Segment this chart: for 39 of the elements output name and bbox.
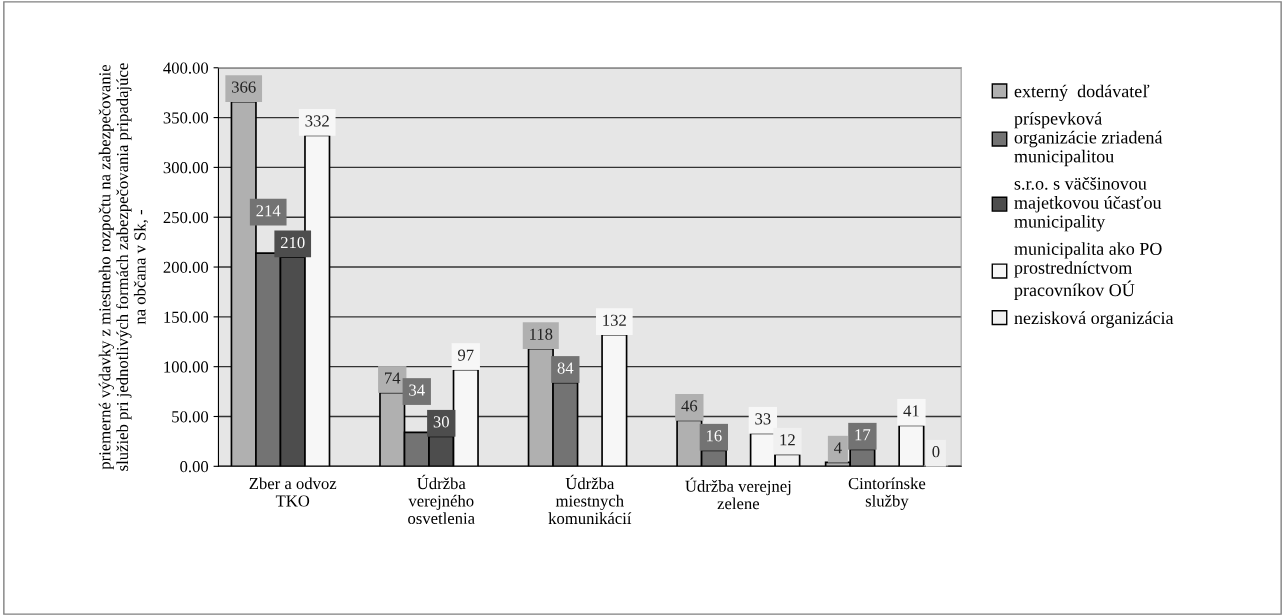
data-label: 132 [603,314,626,326]
data-label: 84 [557,362,574,374]
x-tick-label: Údržba verejného osvetlenia [408,474,475,525]
legend-label: príspevková organizácie zriadená municipalitou [1014,111,1163,167]
data-label: 0 [932,446,940,458]
data-label: 97 [457,349,474,361]
data-label: 210 [280,236,305,249]
data-label: 34 [409,384,425,396]
data-label: 366 [232,81,256,93]
x-tick-label: Zber a odvoz TKO [249,477,337,507]
data-label: 4 [834,442,842,454]
data-label: 41 [903,405,919,417]
data-label: 17 [855,429,871,441]
legend-label: municipalita ako PO prostredníctvom pracovníkov OÚ [1014,242,1162,300]
legend-label: s.r.o. s väčšinovou majetkovou účasťou municipality [1014,176,1162,232]
y-tick-label: 250.00 [163,211,209,224]
y-tick-label: 200.00 [163,261,209,274]
legend-label: externý dodávateľ [1014,84,1150,102]
y-axis-title: priemerné výdavky z miestneho rozpočtu na zabezpečovanie služieb pri jednotlivých formách zabezpečovania pripadajúce na občana v Sk, - [98,63,149,471]
data-label: 30 [433,416,449,428]
y-tick-label: 300.00 [163,162,209,174]
y-tick-label: 50.00 [172,411,209,423]
y-tick-label: 400.00 [163,62,209,74]
data-label: 214 [256,205,281,217]
data-label: 33 [755,413,771,425]
data-label: 46 [681,400,698,412]
data-label: 118 [530,328,553,340]
y-tick-label: 150.00 [164,311,209,323]
y-tick-label: 100.00 [164,361,209,373]
x-tick-label: Údržba verejnej zelene [685,477,791,510]
x-tick-label: Cintorínske služby [848,477,926,511]
legend-label: nezisková organizácia [1014,311,1174,328]
x-tick-label: Údržba miestnych komunikácií [548,474,632,525]
data-label: 12 [780,434,795,446]
data-label: 332 [305,115,329,127]
y-tick-label: 350.00 [163,112,209,124]
y-tick-label: 0.00 [180,461,209,473]
data-label: 16 [706,430,722,442]
data-label: 74 [385,372,401,384]
